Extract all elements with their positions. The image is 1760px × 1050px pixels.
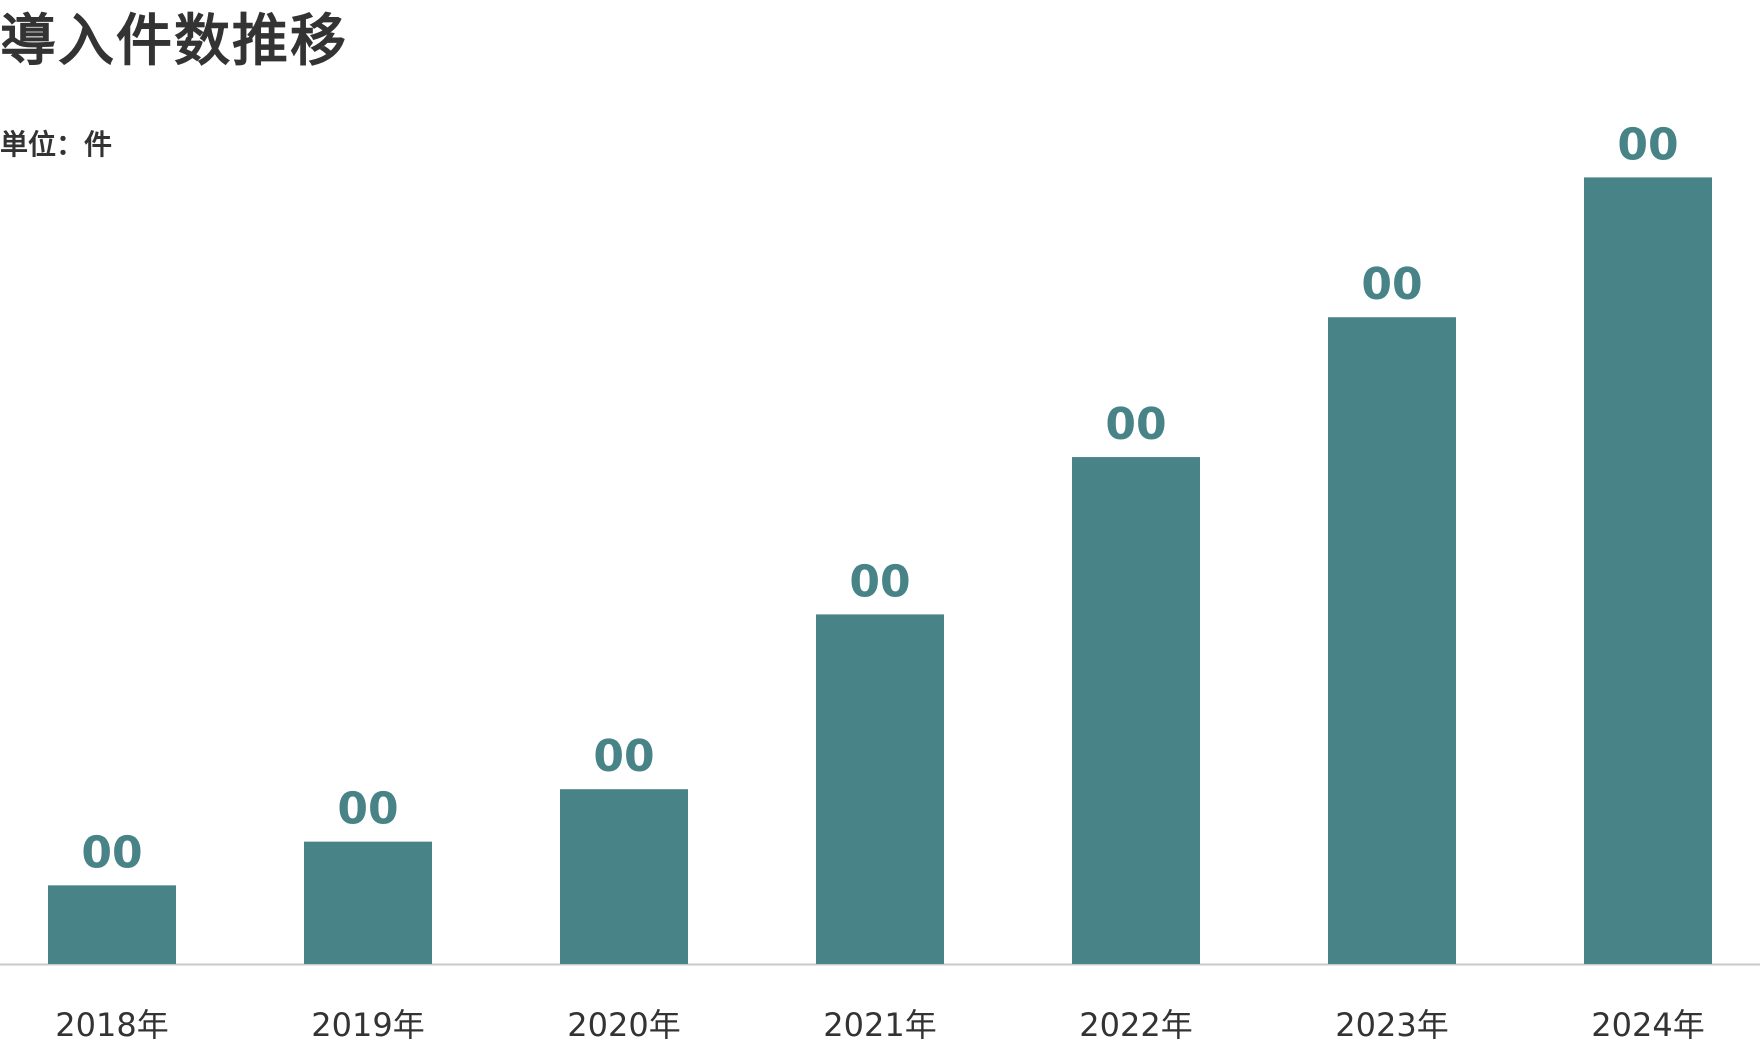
value-label-1: 00 bbox=[337, 784, 398, 835]
unit-label: 単位：件 bbox=[0, 128, 113, 161]
bar-1 bbox=[304, 841, 432, 964]
value-label-5: 00 bbox=[1361, 259, 1422, 310]
chart-title: 導入件数推移 bbox=[0, 9, 348, 74]
x-tick-label-4: 2022年 bbox=[1079, 1006, 1192, 1044]
value-label-2: 00 bbox=[593, 731, 654, 782]
x-tick-label-2: 2020年 bbox=[567, 1006, 680, 1044]
bar-5 bbox=[1328, 317, 1456, 964]
value-label-6: 00 bbox=[1617, 119, 1678, 170]
x-tick-label-6: 2024年 bbox=[1591, 1006, 1704, 1044]
bar-2 bbox=[560, 789, 688, 964]
x-tick-label-3: 2021年 bbox=[823, 1006, 936, 1044]
value-label-0: 00 bbox=[81, 827, 142, 878]
value-label-3: 00 bbox=[849, 556, 910, 607]
bar-6 bbox=[1584, 177, 1712, 964]
value-label-4: 00 bbox=[1105, 399, 1166, 450]
x-tick-label-5: 2023年 bbox=[1335, 1006, 1448, 1044]
x-tick-label-0: 2018年 bbox=[55, 1006, 168, 1044]
bar-4 bbox=[1072, 457, 1200, 964]
x-tick-label-1: 2019年 bbox=[311, 1006, 424, 1044]
bar-0 bbox=[48, 885, 176, 964]
bar-3 bbox=[816, 614, 944, 964]
